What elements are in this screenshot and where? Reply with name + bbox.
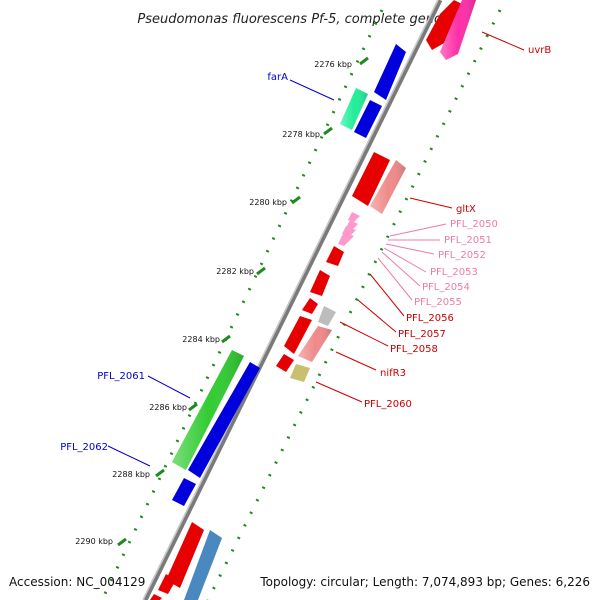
tick-mark: [256, 266, 266, 276]
map-title: Pseudomonas fluorescens Pf-5, complete g…: [137, 12, 462, 27]
leader-pfl-2058: [339, 321, 389, 347]
tick-mark: [323, 126, 333, 136]
tick-mark: [117, 537, 127, 547]
label-pfl-2054[interactable]: PFL_2054: [422, 282, 470, 293]
gene-uvrb-upstream[interactable]: [426, 0, 462, 50]
label-pfl-2057[interactable]: PFL_2057: [398, 329, 446, 340]
gene-shine: [340, 88, 368, 130]
gc-track-outer: [100, 9, 384, 600]
genome-backbone-highlight: [142, 0, 439, 600]
leader-uvrb: [481, 31, 525, 51]
leader-pfl-2054: [381, 251, 421, 287]
tick-mark: [188, 402, 198, 412]
gene-pfl-2062[interactable]: [172, 478, 196, 506]
gene-shine: [370, 160, 406, 214]
gene-pfl-2055[interactable]: [326, 246, 344, 266]
label-uvrb[interactable]: uvrB: [528, 45, 551, 56]
gene-shine: [440, 0, 476, 60]
label-pfl-2061[interactable]: PFL_2061: [97, 371, 145, 382]
leader-pfl-2053: [383, 247, 427, 273]
tick-label: 2284 kbp: [182, 335, 220, 344]
leader-pfl-2056: [369, 273, 405, 317]
tick-label: 2288 kbp: [112, 470, 150, 479]
gene-shine: [172, 350, 244, 470]
gene-nifr3-upstream[interactable]: [276, 354, 294, 372]
gene-cds-blue-long[interactable]: [188, 362, 260, 478]
leader-nifr3: [335, 351, 377, 371]
tick-label: 2278 kbp: [282, 130, 320, 139]
gene-nifr3[interactable]: [290, 364, 310, 382]
gene-cds-steel[interactable]: [184, 530, 222, 600]
label-nifr3[interactable]: nifR3: [380, 368, 406, 379]
gene-cds-blue-top2[interactable]: [354, 100, 382, 138]
tick-mark: [155, 468, 165, 478]
gene-pfl-2057[interactable]: [302, 298, 318, 314]
leader-pfl-2055: [377, 257, 413, 301]
gene-cds-red-bottom[interactable]: [166, 522, 204, 588]
label-fara[interactable]: farA: [267, 72, 288, 83]
gene-cds-red[interactable]: [352, 152, 390, 206]
gene-pfl-2058a[interactable]: [284, 316, 312, 354]
tick-label: 2276 kbp: [314, 60, 352, 69]
gene-shine: [298, 326, 332, 362]
genome-backbone: [142, 0, 443, 600]
label-gltx[interactable]: gltX: [456, 204, 476, 215]
label-leaders: [107, 31, 525, 467]
accession-text: Accession: NC_004129: [9, 575, 145, 589]
tick-mark: [291, 195, 301, 205]
leader-pfl-2057: [357, 299, 397, 333]
label-pfl-2056[interactable]: PFL_2056: [406, 313, 454, 324]
label-pfl-2060[interactable]: PFL_2060: [364, 399, 412, 410]
gene-pfl-2050[interactable]: [348, 212, 360, 222]
tick-label: 2290 kbp: [75, 537, 113, 546]
gene-pfl-2058b[interactable]: [318, 306, 336, 326]
tick-label: 2286 kbp: [149, 403, 187, 412]
label-pfl-2052[interactable]: PFL_2052: [438, 250, 486, 261]
leader-pfl-2062: [107, 445, 151, 467]
gene-cds-red-bottom2[interactable]: [158, 574, 176, 594]
label-pfl-2053[interactable]: PFL_2053: [430, 267, 478, 278]
genome-summary-text: Topology: circular; Length: 7,074,893 bp…: [259, 575, 590, 589]
leader-pfl-2050: [389, 223, 447, 237]
label-pfl-2058[interactable]: PFL_2058: [390, 344, 438, 355]
label-pfl-2050[interactable]: PFL_2050: [450, 219, 498, 230]
leader-gltx: [409, 197, 453, 209]
label-pfl-2055[interactable]: PFL_2055: [414, 297, 462, 308]
leader-pfl-2060: [315, 381, 363, 403]
tick-label: 2280 kbp: [249, 198, 287, 207]
gene-cds-blue-top[interactable]: [374, 44, 406, 100]
tick-label: 2282 kbp: [216, 267, 254, 276]
tick-marks: [117, 56, 369, 547]
leader-pfl-2052: [385, 243, 435, 255]
tick-mark: [359, 56, 369, 66]
gene-pfl-2054[interactable]: [338, 236, 350, 246]
gene-pfl-2056[interactable]: [310, 270, 330, 296]
tick-mark: [221, 334, 231, 344]
label-pfl-2051[interactable]: PFL_2051: [444, 235, 492, 246]
leader-pfl-2061: [147, 375, 191, 399]
leader-fara: [289, 79, 335, 101]
label-pfl-2062[interactable]: PFL_2062: [60, 442, 108, 453]
gene-cds-red-bottom3[interactable]: [150, 594, 162, 600]
